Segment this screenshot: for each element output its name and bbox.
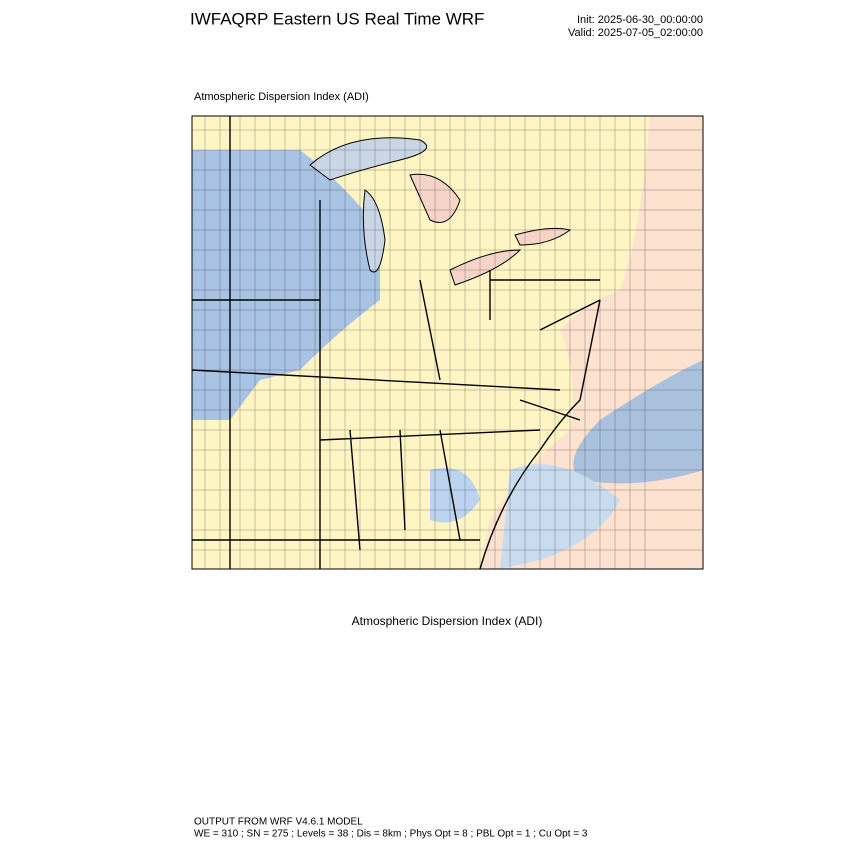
map xyxy=(191,115,704,570)
footer-line: WE = 310 ; SN = 275 ; Levels = 38 ; Dis … xyxy=(194,829,588,840)
valid-time: Valid: 2025-07-05_02:00:00 xyxy=(568,27,703,39)
title: IWFAQRP Eastern US Real Time WRF xyxy=(190,9,484,28)
map-label: Atmospheric Dispersion Index (ADI) xyxy=(194,91,369,103)
init-time: Init: 2025-06-30_00:00:00 xyxy=(577,14,703,26)
colorbar-title: Atmospheric Dispersion Index (ADI) xyxy=(352,614,543,628)
footer-line: OUTPUT FROM WRF V4.6.1 MODEL xyxy=(194,817,363,828)
